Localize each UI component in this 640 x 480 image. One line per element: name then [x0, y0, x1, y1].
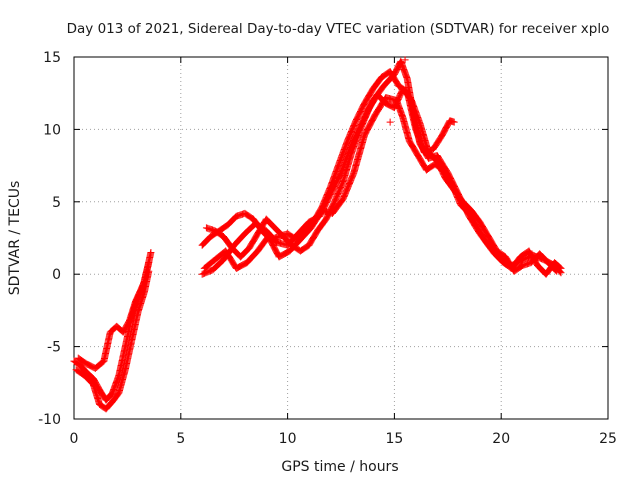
- x-axis-label: GPS time / hours: [281, 459, 398, 475]
- y-tick-label: -10: [38, 412, 61, 428]
- x-tick-label: 10: [279, 431, 297, 447]
- x-tick-label: 15: [385, 431, 403, 447]
- y-tick-label: -5: [47, 340, 61, 356]
- data-point: [553, 267, 561, 275]
- y-tick-label: 5: [52, 195, 61, 211]
- data-point: [147, 248, 155, 256]
- data-point: [552, 266, 560, 274]
- y-tick-label: 15: [43, 50, 61, 66]
- y-axis-label: SDTVAR / TECUs: [7, 181, 23, 296]
- x-tick-label: 0: [70, 431, 79, 447]
- x-tick-label: 20: [492, 431, 510, 447]
- data-points: [70, 56, 565, 413]
- data-point: [386, 118, 394, 126]
- data-point: [555, 263, 563, 271]
- data-point: [450, 118, 458, 126]
- y-tick-label: 10: [43, 122, 61, 138]
- plot-frame: [73, 56, 609, 420]
- data-point: [556, 264, 564, 272]
- x-tick-label: 5: [176, 431, 185, 447]
- chart-title: Day 013 of 2021, Sidereal Day-to-day VTE…: [67, 21, 610, 37]
- grid: [74, 57, 608, 419]
- y-tick-label: 0: [52, 267, 61, 283]
- data-point: [145, 259, 153, 267]
- data-point: [557, 264, 565, 272]
- data-point: [401, 56, 409, 64]
- axis-ticks: 0 5 10 15 20 25 -10 -5 0 5 10 15: [38, 50, 617, 447]
- x-tick-label: 25: [599, 431, 617, 447]
